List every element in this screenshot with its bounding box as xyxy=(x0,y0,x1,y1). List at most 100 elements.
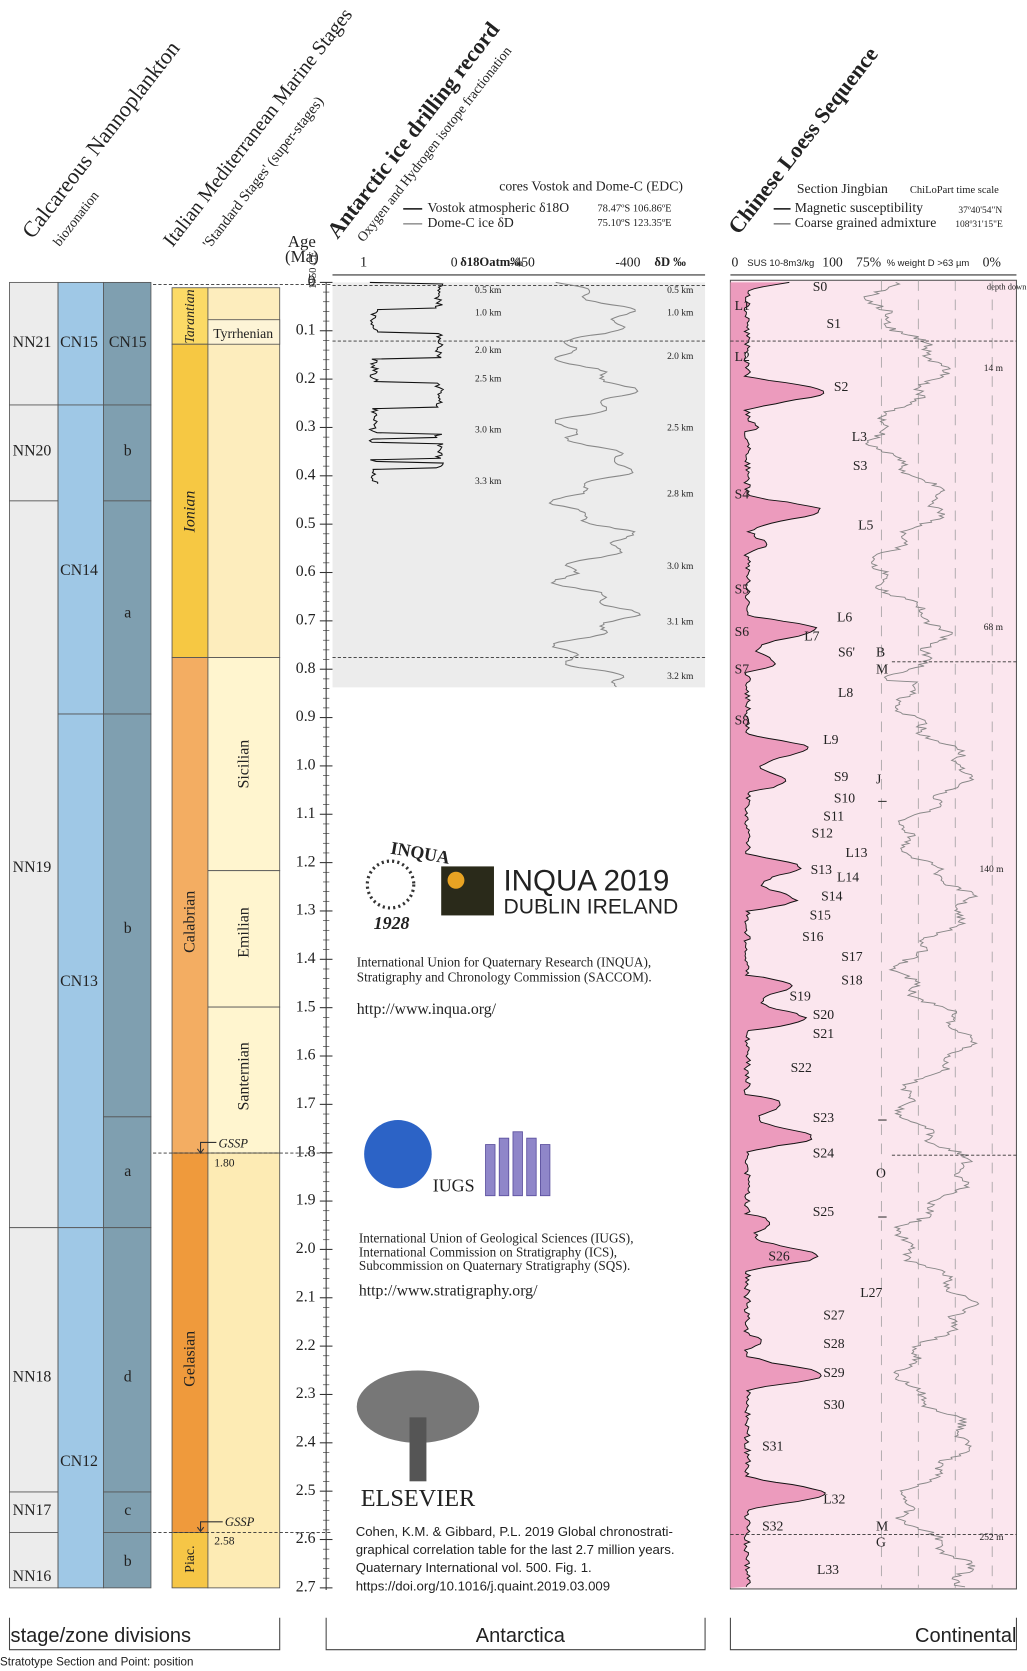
polarity-label: B xyxy=(876,644,885,659)
body-text: Subcommission on Quaternary Stratigraphy… xyxy=(359,1258,630,1273)
elsevier-trunk xyxy=(410,1417,427,1481)
axis-label: -450 xyxy=(510,254,535,269)
axis-label: 100 xyxy=(822,254,843,269)
stage-label: Ionian xyxy=(182,491,199,534)
age-tick-label: 0.1 xyxy=(296,321,316,338)
polarity-label: M xyxy=(876,661,888,676)
polarity-label: J xyxy=(876,771,882,786)
ics-logo-bar xyxy=(513,1132,522,1196)
age-tick-label: 1.0 xyxy=(296,757,316,774)
age-tick-label: 1.4 xyxy=(296,950,316,967)
substage-label: Emilian xyxy=(236,907,253,958)
substage-label: Santernian xyxy=(236,1042,253,1110)
cn-zone-label: CN15 xyxy=(60,334,98,351)
depth-label: 1.0 km xyxy=(667,307,694,318)
unit-label: S5 xyxy=(735,582,750,597)
depth-label: 0.5 km xyxy=(667,285,694,296)
unit-label: S6 xyxy=(735,624,750,639)
subzone xyxy=(103,1228,150,1492)
age-tick-label: 1.2 xyxy=(296,853,316,870)
unit-label: L8 xyxy=(838,685,853,700)
ics-logo-bar xyxy=(527,1138,536,1196)
unit-label: S22 xyxy=(791,1060,812,1075)
timescale-label: ChiLoPart time scale xyxy=(910,185,999,196)
unit-label: S21 xyxy=(813,1026,834,1041)
age-tick-label: 0.6 xyxy=(296,563,316,580)
unit-label: L1 xyxy=(735,298,750,313)
nn-zone-label: NN19 xyxy=(13,859,52,876)
cn-zone xyxy=(58,1228,103,1588)
unit-label: S9 xyxy=(834,769,849,784)
depth-label: 2.8 km xyxy=(667,489,694,500)
subzone-label: c xyxy=(124,1502,131,1519)
axis-label: -400 xyxy=(615,254,640,269)
unit-label: L2 xyxy=(735,349,750,364)
legend-entry: Coarse grained admixture xyxy=(795,215,937,230)
nn-zone-label: NN20 xyxy=(13,442,52,459)
nn-zone xyxy=(9,1228,58,1492)
unit-label: S16 xyxy=(802,929,823,944)
polarity-label: O xyxy=(876,1166,886,1181)
gssp-age: 1.80 xyxy=(214,1156,234,1169)
stage-label: Gelasian xyxy=(182,1331,199,1387)
unit-label: L33 xyxy=(817,1562,839,1577)
gssp-label: GSSP xyxy=(218,1136,248,1150)
unit-label: S26 xyxy=(768,1249,789,1264)
unit-label: L3 xyxy=(852,429,867,444)
cn-zone-label: CN14 xyxy=(60,562,98,579)
depth-label: 3.1 km xyxy=(667,617,694,628)
unit-label: L5 xyxy=(858,518,873,533)
congress-sun xyxy=(448,872,465,889)
depth-label: 0.5 km xyxy=(475,285,502,296)
logo-text: 1928 xyxy=(374,913,410,933)
age-tick-label: 2.2 xyxy=(296,1337,316,1354)
unit-label: S3 xyxy=(853,458,868,473)
unit-label: S31 xyxy=(762,1438,783,1453)
subzone-label: d xyxy=(124,1369,132,1386)
age-tick-label: 0.7 xyxy=(296,611,316,628)
ics-logo-bar xyxy=(499,1138,508,1196)
depth-label: 3.2 km xyxy=(667,671,694,682)
age-tick-label: 1.3 xyxy=(296,902,316,919)
depth-label: 14 m xyxy=(984,363,1004,374)
substage-label: Tyrrhenian xyxy=(213,326,273,341)
loess-panel xyxy=(730,280,1016,1589)
unit-label: S19 xyxy=(790,989,811,1004)
age-tick-label: 0 xyxy=(308,273,316,290)
body-text: International Union of Geological Scienc… xyxy=(359,1230,634,1245)
subzone-label: b xyxy=(124,1553,132,1570)
polarity-label: M xyxy=(876,1518,888,1533)
unit-label: L6 xyxy=(837,609,852,624)
axis-label: 75% xyxy=(856,254,881,269)
url: http://www.inqua.org/ xyxy=(357,1001,497,1018)
unit-label: S25 xyxy=(813,1204,834,1219)
unit-label: S24 xyxy=(813,1145,834,1160)
axis-label: SUS 10-8m3/kg xyxy=(747,258,814,269)
unit-label: S12 xyxy=(812,826,833,841)
nn-zone-label: NN17 xyxy=(13,1502,52,1519)
depth-label: 3.3 km xyxy=(475,476,502,487)
legend-entry: Vostok atmospheric δ18O xyxy=(427,200,569,215)
age-tick-label: 1.8 xyxy=(296,1143,316,1160)
age-tick-label: 2.4 xyxy=(296,1433,316,1450)
unit-label: S0 xyxy=(813,279,828,294)
depth-label: 1.0 km xyxy=(475,307,502,318)
unit-label: S4 xyxy=(735,487,750,502)
footer-label: stage/zone divisions xyxy=(11,1625,192,1647)
axis-label: 0% xyxy=(983,254,1001,269)
unit-label: L7 xyxy=(804,628,819,643)
legend-coords: 37º40'54"N xyxy=(958,205,1002,216)
logo-text: INQUA 2019 xyxy=(503,864,669,897)
cn-zone-label: CN13 xyxy=(60,973,98,990)
cores-label: cores Vostok and Dome-C (EDC) xyxy=(499,179,683,195)
unit-label: L14 xyxy=(837,869,859,884)
legend-entry: Dome-C ice δD xyxy=(427,215,513,230)
depth-label: 252 m xyxy=(980,1532,1005,1543)
unit-label: S23 xyxy=(813,1110,834,1125)
cn-zone xyxy=(58,405,103,714)
legend-coords: 78.47ºS 106.86ºE xyxy=(597,203,671,214)
logo-text: IUGS xyxy=(433,1175,475,1195)
unit-label: S27 xyxy=(823,1307,844,1322)
unit-label: S15 xyxy=(810,908,831,923)
age-tick-label: 2.1 xyxy=(296,1288,316,1305)
